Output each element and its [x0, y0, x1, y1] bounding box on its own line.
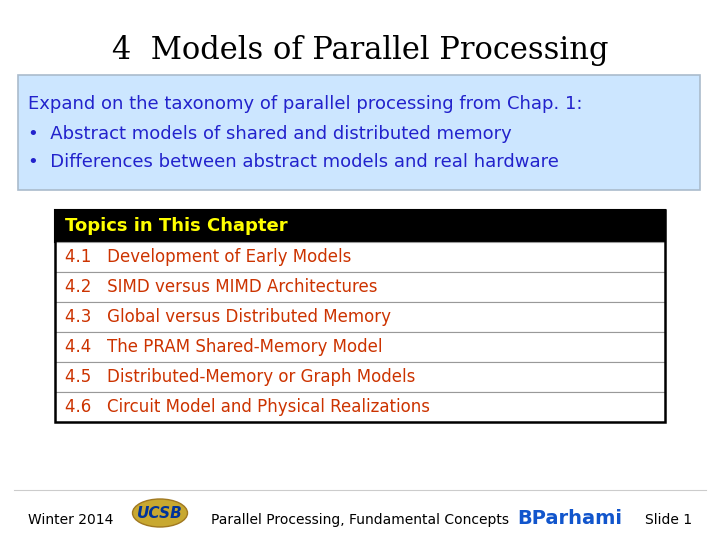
- Text: •  Differences between abstract models and real hardware: • Differences between abstract models an…: [28, 153, 559, 171]
- Text: BParhami: BParhami: [518, 509, 623, 528]
- Text: Expand on the taxonomy of parallel processing from Chap. 1:: Expand on the taxonomy of parallel proce…: [28, 95, 582, 113]
- FancyBboxPatch shape: [55, 302, 665, 332]
- Text: 4.3   Global versus Distributed Memory: 4.3 Global versus Distributed Memory: [65, 308, 391, 326]
- Text: Parallel Processing, Fundamental Concepts: Parallel Processing, Fundamental Concept…: [211, 513, 509, 527]
- Text: Slide 1: Slide 1: [645, 513, 692, 527]
- Text: UCSB: UCSB: [137, 505, 183, 521]
- Text: 4  Models of Parallel Processing: 4 Models of Parallel Processing: [112, 35, 608, 66]
- Text: 4.1   Development of Early Models: 4.1 Development of Early Models: [65, 248, 351, 266]
- Text: Winter 2014: Winter 2014: [28, 513, 113, 527]
- FancyBboxPatch shape: [55, 242, 665, 272]
- Ellipse shape: [132, 499, 187, 527]
- FancyBboxPatch shape: [55, 362, 665, 392]
- Text: Topics in This Chapter: Topics in This Chapter: [65, 217, 287, 235]
- Text: 4.4   The PRAM Shared-Memory Model: 4.4 The PRAM Shared-Memory Model: [65, 338, 382, 356]
- FancyBboxPatch shape: [18, 75, 700, 190]
- Text: 4.6   Circuit Model and Physical Realizations: 4.6 Circuit Model and Physical Realizati…: [65, 398, 430, 416]
- Text: •  Abstract models of shared and distributed memory: • Abstract models of shared and distribu…: [28, 125, 512, 143]
- FancyBboxPatch shape: [55, 272, 665, 302]
- Text: 4.5   Distributed-Memory or Graph Models: 4.5 Distributed-Memory or Graph Models: [65, 368, 415, 386]
- FancyBboxPatch shape: [55, 392, 665, 422]
- Text: 4.2   SIMD versus MIMD Architectures: 4.2 SIMD versus MIMD Architectures: [65, 278, 377, 296]
- FancyBboxPatch shape: [55, 210, 665, 242]
- FancyBboxPatch shape: [55, 332, 665, 362]
